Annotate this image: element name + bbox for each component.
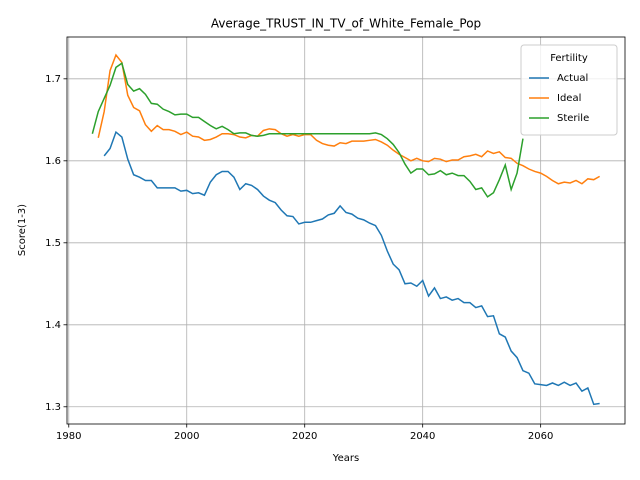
x-tick-label: 2020 <box>292 431 317 442</box>
legend-label: Sterile <box>557 113 589 124</box>
x-tick-label: 2040 <box>410 431 435 442</box>
legend-label: Actual <box>557 73 588 84</box>
legend-box <box>520 44 618 136</box>
x-axis-label: Years <box>332 453 359 464</box>
y-tick-label: 1.5 <box>45 238 61 249</box>
plot-frame <box>66 36 626 425</box>
y-tick-label: 1.7 <box>45 74 61 85</box>
legend-title: Fertility <box>550 53 588 64</box>
series-line <box>103 130 600 406</box>
x-tick-label: 1980 <box>56 431 81 442</box>
x-tick-label: 2000 <box>174 431 199 442</box>
chart-title: Average_TRUST_IN_TV_of_White_Female_Pop <box>211 17 481 31</box>
legend-label: Ideal <box>557 93 581 104</box>
y-tick-label: 1.3 <box>45 402 61 413</box>
y-axis-label: Score(1-3) <box>17 204 28 256</box>
x-tick-label: 2060 <box>528 431 553 442</box>
series-line <box>97 53 601 185</box>
y-tick-label: 1.6 <box>45 156 61 167</box>
series-line <box>91 62 524 198</box>
y-tick-label: 1.4 <box>45 320 61 331</box>
